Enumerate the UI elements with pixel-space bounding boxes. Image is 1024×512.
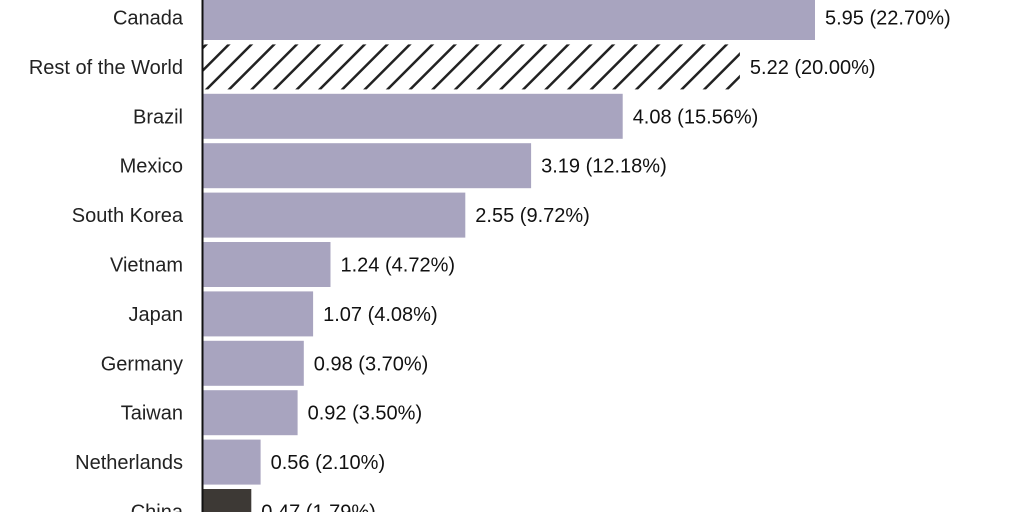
bar-south-korea bbox=[203, 192, 466, 238]
value-label-brazil: 4.08 (15.56%) bbox=[633, 106, 759, 128]
bar-germany bbox=[203, 340, 304, 386]
bar-rest-of-the-world bbox=[203, 44, 740, 90]
value-label-mexico: 3.19 (12.18%) bbox=[541, 156, 667, 178]
category-label-canada: Canada bbox=[113, 8, 184, 30]
category-label-rest-of-the-world: Rest of the World bbox=[29, 57, 183, 79]
bar-japan bbox=[203, 291, 314, 337]
category-label-taiwan: Taiwan bbox=[121, 403, 183, 425]
category-label-japan: Japan bbox=[129, 304, 184, 326]
bar-vietnam bbox=[203, 242, 331, 287]
value-label-china: 0.47 (1.79%) bbox=[261, 502, 376, 512]
bar-china bbox=[203, 489, 252, 512]
value-label-vietnam: 1.24 (4.72%) bbox=[341, 255, 456, 277]
value-label-south-korea: 2.55 (9.72%) bbox=[475, 205, 590, 227]
value-label-taiwan: 0.92 (3.50%) bbox=[308, 403, 423, 425]
category-label-mexico: Mexico bbox=[120, 156, 183, 178]
bars-group bbox=[203, 0, 815, 512]
category-label-germany: Germany bbox=[101, 353, 183, 375]
value-label-rest-of-the-world: 5.22 (20.00%) bbox=[750, 57, 876, 79]
value-label-netherlands: 0.56 (2.10%) bbox=[271, 452, 386, 474]
value-label-canada: 5.95 (22.70%) bbox=[825, 8, 951, 30]
bar-mexico bbox=[203, 143, 532, 189]
value-label-germany: 0.98 (3.70%) bbox=[314, 353, 429, 375]
category-labels: Canada Rest of the World Brazil Mexico South… bbox=[29, 8, 184, 512]
bar-taiwan bbox=[203, 390, 298, 436]
value-labels: 5.95 (22.70%) 5.22 (20.00%) 4.08 (15.56%) 3… bbox=[261, 8, 950, 512]
bar-canada bbox=[203, 0, 815, 40]
category-label-south-korea: South Korea bbox=[72, 205, 184, 227]
category-label-china: China bbox=[131, 502, 184, 512]
category-label-brazil: Brazil bbox=[133, 106, 183, 128]
category-label-vietnam: Vietnam bbox=[110, 255, 183, 277]
value-label-japan: 1.07 (4.08%) bbox=[323, 304, 438, 326]
bar-netherlands bbox=[203, 439, 261, 485]
bar-brazil bbox=[203, 93, 623, 139]
category-label-netherlands: Netherlands bbox=[75, 452, 183, 474]
